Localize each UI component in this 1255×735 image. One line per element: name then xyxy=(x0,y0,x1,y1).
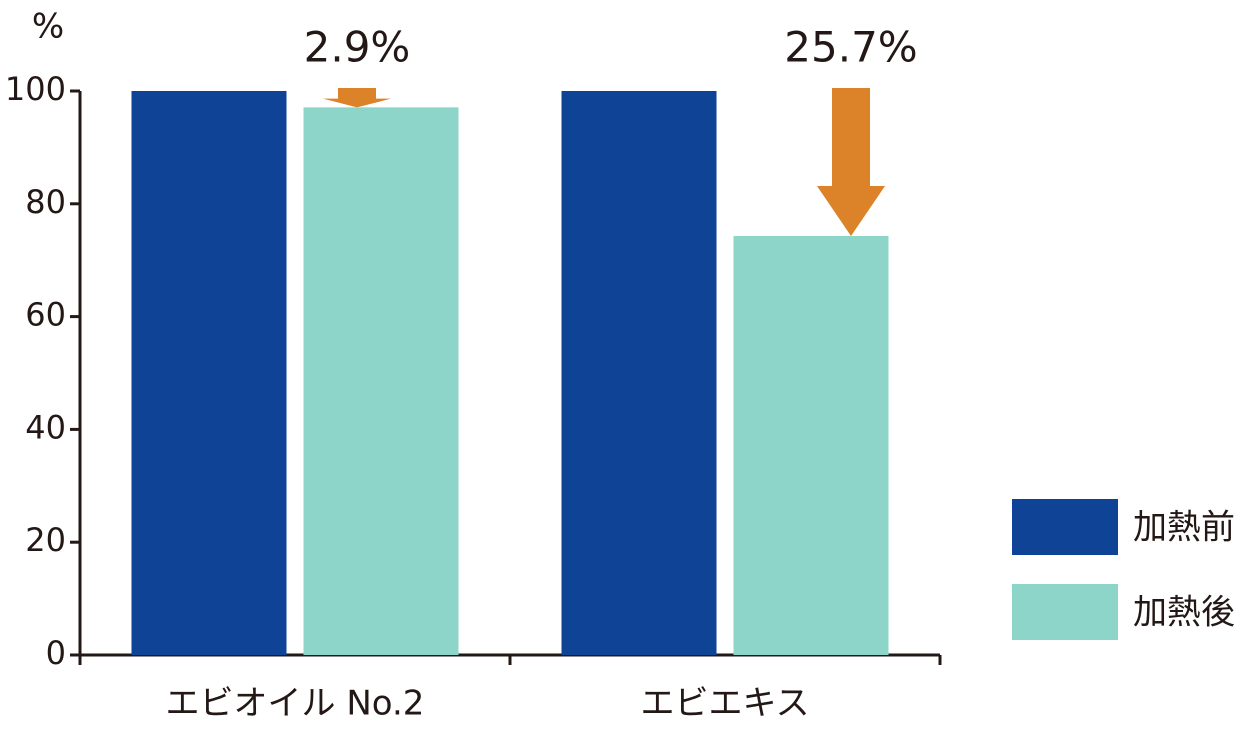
x-tick-label: エビエキス xyxy=(641,684,810,724)
x-tick-label: エビオイル No.2 xyxy=(166,684,425,724)
reduction-arrow xyxy=(817,88,885,236)
legend-swatch xyxy=(1012,584,1118,640)
bar xyxy=(303,107,459,655)
bar xyxy=(131,91,287,655)
reduction-arrow xyxy=(323,88,391,108)
legend-swatch xyxy=(1012,499,1118,555)
y-tick-label: 20 xyxy=(25,521,66,559)
legend-label: 加熱後 xyxy=(1133,593,1235,633)
bar xyxy=(561,91,717,655)
annotation: 25.7% xyxy=(784,23,917,72)
y-tick-label: 60 xyxy=(25,296,66,334)
y-tick-label: 40 xyxy=(25,408,66,446)
bar xyxy=(733,235,889,655)
y-tick-label: 100 xyxy=(5,70,66,108)
y-tick-label: 0 xyxy=(46,634,66,672)
legend-label: 加熱前 xyxy=(1133,508,1235,548)
annotation: 2.9% xyxy=(304,23,411,72)
y-tick-label: 80 xyxy=(25,183,66,221)
y-axis-label: % xyxy=(32,7,64,47)
